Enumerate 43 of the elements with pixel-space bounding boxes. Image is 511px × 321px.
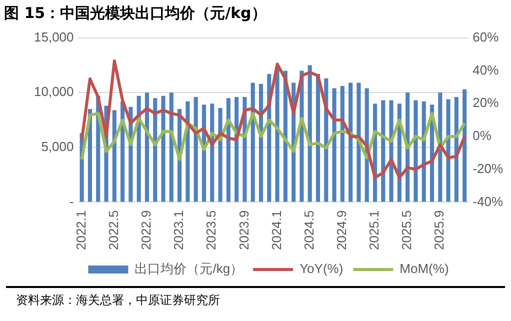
bar [348, 82, 353, 202]
legend-label: YoY(%) [300, 261, 344, 276]
bar [194, 97, 198, 202]
bar [356, 82, 361, 202]
bar [340, 86, 344, 202]
y2-tick-label: -20% [472, 160, 504, 176]
bar [308, 65, 312, 202]
x-tick-label: 2024.9 [334, 210, 350, 250]
x-tick-label: 2024.1 [268, 210, 284, 250]
y-tick-label: 10,000 [34, 84, 74, 100]
x-tick-label: 2022.1 [73, 210, 88, 250]
bar [332, 88, 336, 202]
y-tick-label: 5,000 [41, 139, 74, 154]
y2-tick-label: 60% [472, 29, 500, 44]
y2-tick-label: 40% [472, 62, 500, 78]
bar [112, 110, 116, 202]
x-tick-label: 2022.9 [138, 210, 154, 250]
bar [161, 96, 166, 202]
x-tick-label: 2023.1 [171, 210, 186, 250]
x-tick-label: 2022.5 [106, 210, 121, 250]
x-tick-label: 2025.5 [399, 210, 414, 250]
bar [381, 100, 386, 202]
x-tick-label: 2025.9 [432, 210, 447, 250]
y2-tick-label: 0% [472, 128, 492, 144]
bar [275, 68, 280, 202]
x-tick-label: 2023.5 [204, 210, 219, 250]
x-tick-label: 2023.9 [236, 210, 252, 250]
chart-title: 图 15：中国光模块出口均价（元/kg） [3, 3, 268, 24]
text: 资料来源：海关总署，中原证券研究所 [6, 286, 505, 313]
y-tick-label: 15,000 [34, 29, 74, 44]
bar [414, 100, 418, 202]
x-tick-label: 2025.1 [366, 210, 382, 250]
y2-tick-label: 20% [472, 95, 500, 110]
y-tick-label: - [69, 194, 74, 209]
bar [153, 98, 158, 202]
x-tick-label: 2024.5 [301, 210, 316, 250]
legend-label: 出口均价（元/kg） [134, 261, 244, 276]
y2-tick-label: -40% [472, 194, 504, 209]
bar [462, 89, 467, 202]
legend-label: MoM(%) [400, 261, 449, 276]
bar [446, 99, 450, 202]
bar [316, 74, 320, 202]
bar [218, 108, 222, 202]
